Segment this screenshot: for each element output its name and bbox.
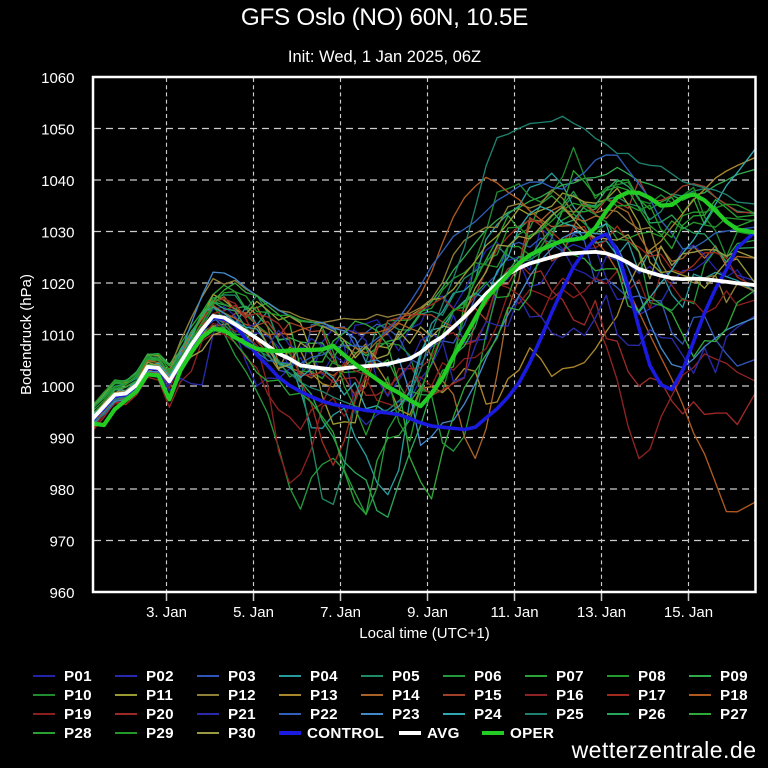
svg-text:1040: 1040 (41, 173, 74, 190)
svg-text:P18: P18 (720, 687, 748, 704)
svg-text:wetterzentrale.de: wetterzentrale.de (571, 737, 757, 763)
svg-text:980: 980 (49, 482, 74, 499)
svg-text:P10: P10 (64, 687, 92, 704)
svg-text:P27: P27 (720, 706, 748, 723)
svg-text:1060: 1060 (41, 70, 74, 87)
svg-text:P21: P21 (228, 706, 256, 723)
svg-text:P28: P28 (64, 725, 92, 742)
svg-text:P25: P25 (556, 706, 584, 723)
svg-text:7. Jan: 7. Jan (320, 604, 361, 621)
svg-text:P02: P02 (146, 668, 174, 685)
svg-text:Bodendruck (hPa): Bodendruck (hPa) (18, 274, 35, 395)
svg-text:11. Jan: 11. Jan (490, 604, 538, 621)
svg-text:1020: 1020 (41, 276, 74, 293)
svg-text:P03: P03 (228, 668, 256, 685)
svg-text:P11: P11 (146, 687, 173, 704)
svg-text:P20: P20 (146, 706, 174, 723)
svg-text:GFS Oslo (NO) 60N, 10.5E: GFS Oslo (NO) 60N, 10.5E (241, 4, 528, 31)
svg-text:P08: P08 (638, 668, 666, 685)
svg-text:P29: P29 (146, 725, 174, 742)
svg-text:P05: P05 (392, 668, 420, 685)
svg-text:1010: 1010 (41, 328, 74, 345)
svg-text:1050: 1050 (41, 122, 74, 139)
svg-text:960: 960 (49, 585, 74, 602)
svg-text:P13: P13 (310, 687, 338, 704)
svg-text:1000: 1000 (41, 379, 74, 396)
svg-text:P01: P01 (64, 668, 92, 685)
svg-text:9. Jan: 9. Jan (407, 604, 448, 621)
svg-text:CONTROL: CONTROL (307, 725, 384, 742)
svg-text:P07: P07 (556, 668, 584, 685)
svg-text:P16: P16 (556, 687, 584, 704)
svg-text:Local time (UTC+1): Local time (UTC+1) (359, 625, 489, 642)
svg-text:P30: P30 (228, 725, 256, 742)
svg-text:15. Jan: 15. Jan (664, 604, 713, 621)
svg-text:1030: 1030 (41, 225, 74, 242)
svg-text:OPER: OPER (510, 725, 554, 742)
svg-text:P22: P22 (310, 706, 338, 723)
svg-text:13. Jan: 13. Jan (577, 604, 626, 621)
svg-text:5. Jan: 5. Jan (233, 604, 274, 621)
svg-text:970: 970 (49, 534, 74, 551)
svg-text:P04: P04 (310, 668, 338, 685)
svg-text:P23: P23 (392, 706, 420, 723)
svg-text:AVG: AVG (427, 725, 460, 742)
svg-text:P17: P17 (638, 687, 666, 704)
svg-text:P26: P26 (638, 706, 666, 723)
svg-text:P06: P06 (474, 668, 502, 685)
svg-text:3. Jan: 3. Jan (146, 604, 187, 621)
svg-text:P09: P09 (720, 668, 748, 685)
svg-text:Init: Wed, 1 Jan 2025, 06Z: Init: Wed, 1 Jan 2025, 06Z (288, 48, 481, 66)
svg-text:P15: P15 (474, 687, 502, 704)
svg-text:P24: P24 (474, 706, 502, 723)
svg-text:P19: P19 (64, 706, 92, 723)
svg-text:990: 990 (49, 431, 74, 448)
svg-text:P14: P14 (392, 687, 420, 704)
svg-text:P12: P12 (228, 687, 256, 704)
